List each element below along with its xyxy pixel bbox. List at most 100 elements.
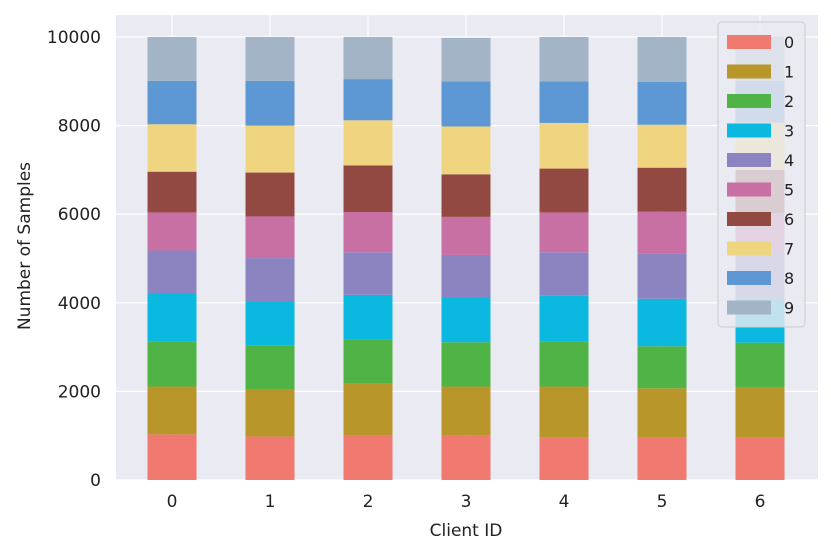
x-tick-label: 2 [363,492,374,512]
legend-label-7: 7 [784,240,794,259]
bar-segment-series-2-client-2 [343,339,393,384]
bar-segment-series-2-client-6 [735,342,785,387]
legend-swatch-1 [727,64,771,79]
bar-segment-series-4-client-5 [637,253,687,299]
bar-segment-series-4-client-1 [245,258,295,302]
y-tick-label: 4000 [58,294,101,314]
y-tick-label: 8000 [58,117,101,137]
bar-segment-series-6-client-2 [343,165,393,212]
bar-segment-series-6-client-5 [637,167,687,212]
bar-segment-series-2-client-1 [245,345,295,390]
bar-segment-series-7-client-4 [539,122,589,169]
x-axis-label: Client ID [430,521,503,541]
bar-segment-series-0-client-4 [539,437,589,480]
x-tick-label: 4 [559,492,570,512]
x-tick-label: 6 [755,492,766,512]
bar-segment-series-8-client-3 [441,81,491,127]
bar-segment-series-0-client-0 [147,434,197,480]
bar-segment-series-1-client-4 [539,386,589,438]
bar-segment-series-8-client-1 [245,80,295,126]
bar-segment-series-3-client-5 [637,298,687,347]
legend-label-6: 6 [784,210,794,229]
bar-segment-series-8-client-5 [637,81,687,125]
bar-segment-series-7-client-1 [245,125,295,173]
bar-segment-series-1-client-1 [245,389,295,437]
bar-segment-series-5-client-0 [147,212,197,251]
x-tick-label: 1 [265,492,276,512]
x-tick-labels: 0 1 2 3 4 5 6 [167,492,766,512]
legend-swatch-5 [727,182,771,197]
bar-segment-series-0-client-5 [637,437,687,480]
legend-label-1: 1 [784,63,794,82]
bar-segment-series-0-client-1 [245,436,295,480]
legend: 0 1 2 3 4 5 6 7 8 9 [717,21,806,328]
bar-segment-series-3-client-2 [343,294,393,340]
legend-swatch-2 [727,94,771,108]
bar-segment-series-9-client-3 [441,37,491,82]
bar-segment-series-0-client-3 [441,435,491,480]
bar-segment-series-9-client-5 [637,37,687,82]
bar-segment-series-6-client-0 [147,171,197,213]
legend-swatch-3 [727,123,771,138]
legend-swatch-7 [727,241,771,256]
bar-segment-series-8-client-0 [147,80,197,125]
y-tick-label: 10000 [47,28,101,48]
bar-segment-series-0-client-6 [735,437,785,480]
bar-segment-series-8-client-2 [343,79,393,121]
bar-segment-series-3-client-1 [245,301,295,346]
bar-segment-series-3-client-3 [441,297,491,343]
y-tick-label: 2000 [58,382,101,402]
y-tick-label: 6000 [58,205,101,225]
bar-segment-series-1-client-2 [343,383,393,436]
bar-segment-series-9-client-2 [343,37,393,80]
legend-label-4: 4 [784,151,794,170]
bar-segment-series-5-client-5 [637,211,687,254]
legend-swatch-6 [727,212,771,226]
bar-segment-series-2-client-5 [637,346,687,389]
bar-segment-series-7-client-3 [441,126,491,175]
bar-segment-series-9-client-0 [147,37,197,81]
y-tick-labels: 0 2000 4000 6000 8000 10000 [47,28,101,491]
bar-segment-series-2-client-4 [539,341,589,387]
legend-swatch-0 [727,35,771,49]
legend-label-3: 3 [784,122,794,141]
bar-segment-series-4-client-2 [343,252,393,295]
y-tick-label: 0 [90,471,101,491]
legend-swatch-9 [727,300,771,315]
y-axis-label: Number of Samples [15,162,35,330]
bar-segment-series-9-client-4 [539,37,589,82]
bar-segment-series-4-client-3 [441,254,491,298]
bar-segment-series-5-client-1 [245,216,295,259]
bar-segment-series-4-client-0 [147,250,197,294]
bar-segment-series-8-client-4 [539,81,589,123]
bar-segment-series-5-client-2 [343,211,393,253]
bar-segment-series-3-client-0 [147,293,197,342]
legend-swatch-8 [727,271,771,285]
x-tick-label: 0 [167,492,178,512]
legend-label-2: 2 [784,92,794,111]
bar-segment-series-5-client-3 [441,216,491,255]
bar-segment-series-1-client-3 [441,386,491,436]
bar-segment-series-2-client-3 [441,342,491,387]
bar-segment-series-2-client-0 [147,341,197,387]
legend-label-0: 0 [784,33,794,52]
bar-segment-series-6-client-4 [539,168,589,213]
bar-segment-series-4-client-4 [539,252,589,296]
bar-segment-series-0-client-2 [343,435,393,480]
bar-segment-series-1-client-0 [147,386,197,435]
legend-label-8: 8 [784,269,794,288]
bar-segment-series-1-client-6 [735,386,785,438]
bar-segment-series-1-client-5 [637,388,687,438]
bar-segment-series-7-client-0 [147,124,197,172]
x-tick-label: 3 [461,492,472,512]
bar-segment-series-7-client-5 [637,124,687,168]
legend-label-5: 5 [784,181,794,200]
bar-segment-series-3-client-4 [539,295,589,342]
legend-swatch-4 [727,153,771,167]
bar-segment-series-5-client-4 [539,212,589,253]
x-tick-label: 5 [657,492,668,512]
bar-segment-series-9-client-1 [245,37,295,81]
legend-label-9: 9 [784,299,794,318]
bar-segment-series-7-client-2 [343,120,393,166]
